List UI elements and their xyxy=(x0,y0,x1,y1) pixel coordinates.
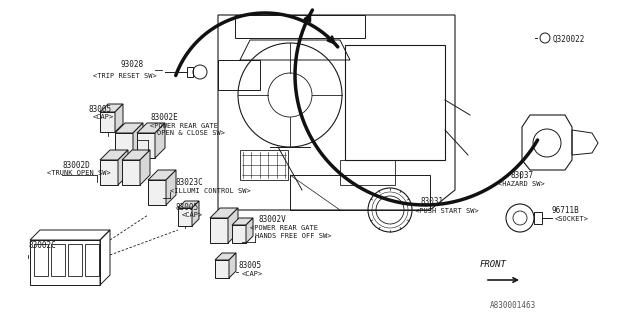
Polygon shape xyxy=(100,150,128,160)
Text: 93028: 93028 xyxy=(120,60,143,69)
Polygon shape xyxy=(148,180,166,205)
Text: <CAP>: <CAP> xyxy=(93,114,115,120)
Text: Q320022: Q320022 xyxy=(553,35,586,44)
Polygon shape xyxy=(155,123,165,158)
Text: <CAP>: <CAP> xyxy=(182,212,204,218)
Text: <TRUNK OPEN SW>: <TRUNK OPEN SW> xyxy=(47,170,111,176)
Text: 83005: 83005 xyxy=(175,203,198,212)
Text: 83002C: 83002C xyxy=(28,241,56,250)
Polygon shape xyxy=(228,208,238,243)
Polygon shape xyxy=(210,208,238,218)
Text: <TRIP RESET SW>: <TRIP RESET SW> xyxy=(93,73,157,79)
Polygon shape xyxy=(100,112,115,132)
Text: 83002V: 83002V xyxy=(258,215,285,224)
Polygon shape xyxy=(115,133,133,158)
Text: 83037: 83037 xyxy=(510,171,533,180)
Text: 83002E: 83002E xyxy=(150,113,178,122)
Text: 83002D: 83002D xyxy=(62,161,90,170)
Polygon shape xyxy=(166,170,176,205)
Polygon shape xyxy=(115,104,123,132)
Polygon shape xyxy=(192,201,199,226)
Text: 83005: 83005 xyxy=(88,105,111,114)
Polygon shape xyxy=(118,150,128,185)
Polygon shape xyxy=(140,150,150,185)
Polygon shape xyxy=(100,104,123,112)
Polygon shape xyxy=(215,253,236,260)
Polygon shape xyxy=(122,150,150,160)
Polygon shape xyxy=(122,160,140,185)
Polygon shape xyxy=(232,218,253,225)
Text: A830001463: A830001463 xyxy=(490,301,536,310)
Text: 96711B: 96711B xyxy=(552,206,580,215)
Polygon shape xyxy=(246,218,253,243)
Text: <SOCKET>: <SOCKET> xyxy=(555,216,589,222)
Text: <PUSH START SW>: <PUSH START SW> xyxy=(415,208,479,214)
Text: <POWER REAR GATE: <POWER REAR GATE xyxy=(150,123,218,129)
Text: 83031: 83031 xyxy=(420,197,443,206)
Polygon shape xyxy=(100,160,118,185)
Polygon shape xyxy=(148,170,176,180)
Polygon shape xyxy=(229,253,236,278)
Text: <ILLUMI CONTROL SW>: <ILLUMI CONTROL SW> xyxy=(170,188,251,194)
Text: <POWER REAR GATE: <POWER REAR GATE xyxy=(250,225,318,231)
Text: HANDS FREE OFF SW>: HANDS FREE OFF SW> xyxy=(255,233,332,239)
Polygon shape xyxy=(115,123,143,133)
Polygon shape xyxy=(137,123,165,133)
Text: OPEN & CLOSE SW>: OPEN & CLOSE SW> xyxy=(157,130,225,136)
Text: FRONT: FRONT xyxy=(480,260,507,269)
Text: <CAP>: <CAP> xyxy=(242,271,263,277)
Polygon shape xyxy=(178,201,199,208)
Polygon shape xyxy=(210,218,228,243)
Polygon shape xyxy=(137,133,155,158)
Polygon shape xyxy=(133,123,143,158)
Text: 83023C: 83023C xyxy=(175,178,203,187)
Polygon shape xyxy=(232,225,246,243)
Text: <HAZARD SW>: <HAZARD SW> xyxy=(498,181,545,187)
Polygon shape xyxy=(178,208,192,226)
Polygon shape xyxy=(215,260,229,278)
Text: 83005: 83005 xyxy=(238,261,261,270)
